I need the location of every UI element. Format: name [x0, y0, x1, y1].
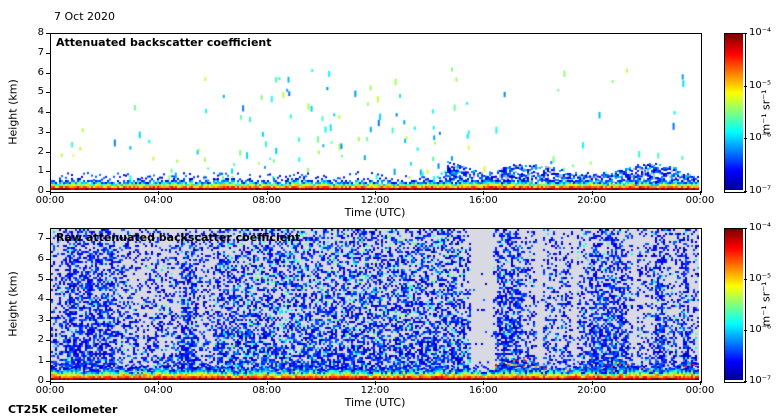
y-tick-mark [46, 319, 50, 321]
x-axis-label-bottom: Time (UTC) [344, 396, 406, 409]
colorbar-tick-label: 10⁻⁷ [749, 375, 772, 386]
x-tick-label: 20:00 [577, 195, 607, 206]
y-tick-mark [46, 52, 50, 54]
x-tick-mark [266, 191, 268, 195]
y-tick-label: 2 [37, 145, 44, 157]
y-tick-mark [46, 238, 50, 240]
x-tick-mark [375, 381, 376, 385]
plot-area-attenuated: Attenuated backscatter coefficient [50, 33, 702, 193]
y-tick-mark [46, 258, 50, 260]
colorbar-tick-label: 10⁻⁷ [749, 185, 772, 196]
y-tick-label: 4 [37, 106, 44, 117]
y-tick-label: 0 [37, 375, 44, 386]
y-tick-mark [46, 171, 50, 173]
colorbar-tick-label: 10⁻⁴ [749, 222, 772, 233]
instrument-label: CT25K ceilometer [8, 403, 118, 416]
y-tick-label: 7 [37, 232, 44, 244]
plot-area-raw: Raw attenuated backscatter coefficient [50, 228, 702, 383]
x-tick-mark [50, 191, 51, 195]
colorbar-tick-label: 10⁻⁴ [749, 27, 772, 38]
x-tick-label: 16:00 [468, 385, 498, 396]
y-tick-mark [46, 299, 50, 301]
y-tick-mark [46, 279, 50, 280]
x-axis-label-top: Time (UTC) [344, 206, 406, 219]
y-tick-label: 2 [37, 334, 44, 346]
colorbar-tick-label: 10⁻⁵ [749, 79, 772, 91]
colorbar-tick-mark [744, 228, 747, 229]
colorbar-gradient-canvas-top [725, 34, 743, 190]
colorbar-tick-mark [744, 381, 747, 382]
y-tick-label: 4 [37, 293, 44, 305]
x-tick-label: 08:00 [252, 195, 282, 206]
colorbar-tick-label: 10⁻⁶ [749, 324, 772, 335]
y-tick-label: 3 [37, 313, 44, 325]
x-tick-label: 08:00 [252, 385, 282, 396]
x-tick-label: 04:00 [143, 385, 173, 396]
x-tick-mark [700, 191, 701, 195]
colorbar-top [724, 33, 746, 193]
plot-title-attenuated: Attenuated backscatter coefficient [56, 36, 272, 49]
plot-title-raw: Raw attenuated backscatter coefficient [56, 231, 301, 244]
x-tick-mark [158, 191, 160, 195]
y-tick-label: 1 [37, 354, 44, 366]
y-tick-mark [46, 33, 50, 34]
x-tick-mark [591, 191, 593, 195]
y-tick-mark [46, 72, 50, 74]
x-tick-mark [158, 381, 160, 385]
colorbar-tick-mark [744, 330, 747, 331]
attenuated-backscatter-heatmap-canvas [51, 34, 699, 190]
y-tick-label: 6 [37, 252, 44, 264]
y-tick-mark [46, 92, 50, 94]
y-tick-mark [46, 191, 50, 192]
colorbar-tick-label: 10⁻⁶ [749, 132, 772, 144]
y-tick-mark [46, 131, 50, 133]
y-tick-mark [46, 151, 50, 153]
x-tick-mark [700, 381, 701, 385]
x-tick-mark [375, 191, 376, 195]
x-tick-mark [483, 191, 485, 195]
x-tick-mark [483, 381, 485, 385]
x-tick-label: 04:00 [143, 195, 173, 206]
y-tick-label: 0 [37, 185, 44, 196]
date-label: 7 Oct 2020 [54, 10, 116, 23]
colorbar-tick-mark [744, 138, 747, 140]
x-tick-label: 00:00 [35, 195, 65, 206]
colorbar-tick-label: 10⁻⁵ [749, 273, 772, 284]
x-tick-mark [591, 381, 593, 385]
colorbar-bottom [724, 228, 746, 383]
colorbar-tick-mark [744, 191, 747, 192]
y-tick-label: 7 [37, 46, 44, 58]
raw-backscatter-heatmap-canvas [51, 229, 699, 380]
y-tick-label: 5 [37, 86, 44, 98]
x-tick-label: 00:00 [35, 385, 65, 396]
y-tick-mark [46, 112, 50, 113]
x-tick-mark [50, 381, 51, 385]
colorbar-tick-mark [744, 33, 747, 34]
x-tick-label: 16:00 [468, 195, 498, 206]
colorbar-unit-label-top: m⁻¹ sr⁻¹ [759, 89, 773, 135]
y-tick-label: 8 [37, 27, 44, 38]
y-tick-mark [46, 340, 50, 342]
y-tick-label: 1 [37, 165, 44, 177]
y-tick-label: 3 [37, 125, 44, 137]
x-tick-label: 00:00 [685, 385, 715, 396]
colorbar-unit-label-bottom: m⁻¹ sr⁻¹ [759, 281, 773, 327]
y-tick-mark [46, 381, 50, 382]
y-tick-label: 5 [37, 273, 44, 284]
x-tick-label: 12:00 [360, 195, 390, 206]
colorbar-tick-mark [744, 85, 747, 87]
x-tick-label: 12:00 [360, 385, 390, 396]
y-tick-mark [46, 360, 50, 362]
colorbar-tick-mark [744, 279, 747, 280]
colorbar-gradient-canvas-bottom [725, 229, 743, 380]
x-tick-mark [266, 381, 268, 385]
x-tick-label: 00:00 [685, 195, 715, 206]
x-tick-label: 20:00 [577, 385, 607, 396]
y-tick-label: 6 [37, 66, 44, 78]
